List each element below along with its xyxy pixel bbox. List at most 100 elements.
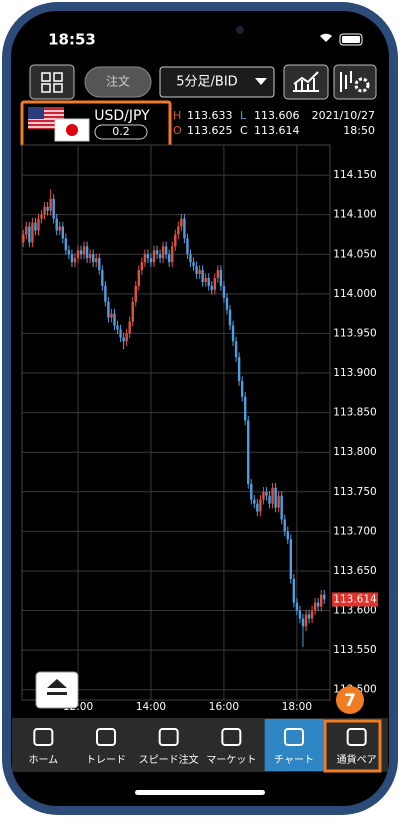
candle-body <box>164 246 168 255</box>
tab-label[interactable]: 通貨ペア <box>337 753 377 766</box>
chart: 114.150 114.100 114.050 114.000 113.950 113.9… <box>21 144 378 713</box>
candle-body <box>192 262 195 267</box>
settings-candle-icon <box>340 71 352 92</box>
annotation-badge <box>336 686 364 714</box>
dropdown-arrow <box>255 78 267 85</box>
candle-body <box>186 238 189 255</box>
candle-body <box>320 594 323 607</box>
candle-body <box>316 602 320 607</box>
us-flag-canton <box>28 107 44 119</box>
layout-icon <box>41 72 63 93</box>
candle-body <box>250 483 253 500</box>
y-tick-label: 113.600 <box>333 605 376 617</box>
candle-body <box>210 285 213 290</box>
gear-icon <box>354 77 370 93</box>
eject-button[interactable] <box>35 671 79 709</box>
candle-body <box>101 270 104 286</box>
candle-body <box>268 495 271 504</box>
candle-body <box>289 539 292 579</box>
candle-body <box>92 254 95 263</box>
candle-body <box>310 610 314 619</box>
candle-body <box>256 503 259 512</box>
x-tick-label: 16:00 <box>209 701 239 713</box>
tab-icon <box>158 728 179 746</box>
candle-body <box>110 313 113 318</box>
indicator-button[interactable] <box>283 64 329 100</box>
candle-body <box>201 270 204 282</box>
candle-body <box>298 610 302 619</box>
candle-body <box>183 218 186 239</box>
candle-body <box>122 337 125 342</box>
quote-date: 2021/10/27 <box>312 109 375 122</box>
tab-label[interactable]: スピード注文 <box>139 753 199 766</box>
y-tick-label: 113.700 <box>333 525 376 537</box>
candle-body <box>244 396 247 421</box>
candle-body <box>234 341 238 358</box>
candle-body <box>274 487 277 508</box>
candle-body <box>271 487 274 504</box>
y-tick-label: 113.550 <box>333 644 376 656</box>
candle-body <box>152 250 156 263</box>
tab-label[interactable]: チャート <box>274 754 314 766</box>
annotation-label: 7 <box>344 691 356 711</box>
x-tick-label: 18:00 <box>282 701 312 713</box>
camera <box>236 26 244 34</box>
tab-label[interactable]: トレード <box>86 755 126 766</box>
candle-body <box>31 222 34 243</box>
order-button[interactable] <box>84 66 152 98</box>
candle-body <box>280 495 283 520</box>
spread-pill <box>94 124 148 140</box>
candle-body <box>22 234 25 243</box>
candle-body <box>219 270 223 286</box>
candle-body <box>247 420 250 484</box>
candle-body <box>40 214 43 219</box>
candle-body <box>204 278 207 282</box>
candle-body <box>113 313 116 326</box>
candle-body <box>225 297 229 310</box>
eject-icon <box>47 679 67 695</box>
candle-body <box>140 262 144 271</box>
candle-body <box>107 301 110 318</box>
y-tick-label: 114.050 <box>333 248 376 260</box>
candle-body <box>286 531 289 540</box>
y-tick-label: 113.900 <box>333 367 376 379</box>
candle-body <box>304 614 308 627</box>
tab-label[interactable]: マーケット <box>206 754 256 766</box>
tab-highlight <box>323 719 382 773</box>
order-label: 注文 <box>106 74 130 89</box>
tab-label[interactable]: ホーム <box>28 754 58 766</box>
y-tick-label: 114.150 <box>333 169 376 181</box>
candle-body <box>195 266 198 275</box>
candle-body <box>222 285 226 298</box>
y-tick-label: 113.950 <box>333 327 376 339</box>
candle-body <box>155 250 159 255</box>
candle-body <box>131 301 134 322</box>
candle-body <box>213 278 216 290</box>
candle-body <box>128 321 131 334</box>
candle-body <box>237 357 241 381</box>
candle-body <box>168 254 171 263</box>
open-value: 113.625 <box>187 124 233 137</box>
tab-bar <box>12 718 388 772</box>
low-label: L <box>240 109 247 122</box>
candle-body <box>46 206 49 211</box>
layout-button[interactable] <box>29 64 75 100</box>
candle-body <box>207 278 210 286</box>
timeframe-select[interactable] <box>159 66 275 98</box>
candle-body <box>137 270 140 286</box>
candle-body <box>313 602 317 611</box>
candle-body <box>259 499 262 512</box>
tab-icon <box>33 728 54 746</box>
candle-body <box>171 246 174 263</box>
candle-body <box>301 618 305 627</box>
candle-body <box>323 594 326 600</box>
candle-body <box>25 226 28 235</box>
candle-body <box>119 329 122 338</box>
candle-body <box>58 226 61 231</box>
candle-body <box>55 218 58 231</box>
candle-body <box>228 309 232 326</box>
candle-body <box>198 270 201 275</box>
candle-body <box>177 226 180 235</box>
